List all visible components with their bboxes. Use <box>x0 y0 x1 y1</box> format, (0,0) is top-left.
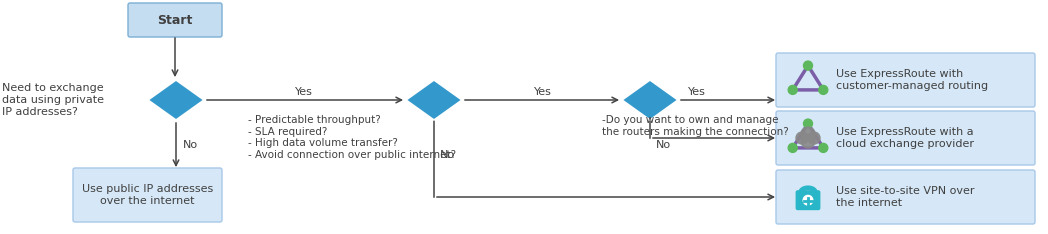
Circle shape <box>801 127 815 141</box>
Text: - Predictable throughput?
- SLA required?
- High data volume transfer?
- Avoid c: - Predictable throughput? - SLA required… <box>248 115 456 160</box>
Circle shape <box>788 143 798 152</box>
Text: Yes: Yes <box>534 87 552 97</box>
Text: Use site-to-site VPN over
the internet: Use site-to-site VPN over the internet <box>836 186 975 208</box>
FancyBboxPatch shape <box>776 111 1035 165</box>
Text: Use ExpressRoute with a
cloud exchange provider: Use ExpressRoute with a cloud exchange p… <box>836 127 974 149</box>
Text: Use public IP addresses
over the internet: Use public IP addresses over the interne… <box>82 184 213 206</box>
Text: No: No <box>656 140 671 150</box>
Text: Yes: Yes <box>294 87 313 97</box>
Circle shape <box>818 143 828 152</box>
Polygon shape <box>406 80 462 120</box>
Text: Yes: Yes <box>687 87 706 97</box>
Polygon shape <box>623 80 678 120</box>
FancyBboxPatch shape <box>73 168 222 222</box>
Text: Need to exchange
data using private
IP addresses?: Need to exchange data using private IP a… <box>2 83 104 117</box>
FancyBboxPatch shape <box>795 190 821 210</box>
FancyBboxPatch shape <box>128 3 222 37</box>
Text: No: No <box>440 150 455 160</box>
Polygon shape <box>148 80 204 120</box>
Circle shape <box>801 134 815 148</box>
Text: Use ExpressRoute with
customer-managed routing: Use ExpressRoute with customer-managed r… <box>836 69 988 91</box>
Circle shape <box>804 61 812 70</box>
Circle shape <box>804 119 812 128</box>
Circle shape <box>808 132 820 144</box>
Text: -Do you want to own and manage
the routers making the connection?: -Do you want to own and manage the route… <box>602 115 789 137</box>
Circle shape <box>818 85 828 94</box>
Circle shape <box>788 85 798 94</box>
Text: Start: Start <box>157 14 193 26</box>
FancyBboxPatch shape <box>776 170 1035 224</box>
Text: No: No <box>183 140 198 150</box>
FancyBboxPatch shape <box>776 53 1035 107</box>
Circle shape <box>803 195 813 205</box>
Circle shape <box>796 132 808 144</box>
